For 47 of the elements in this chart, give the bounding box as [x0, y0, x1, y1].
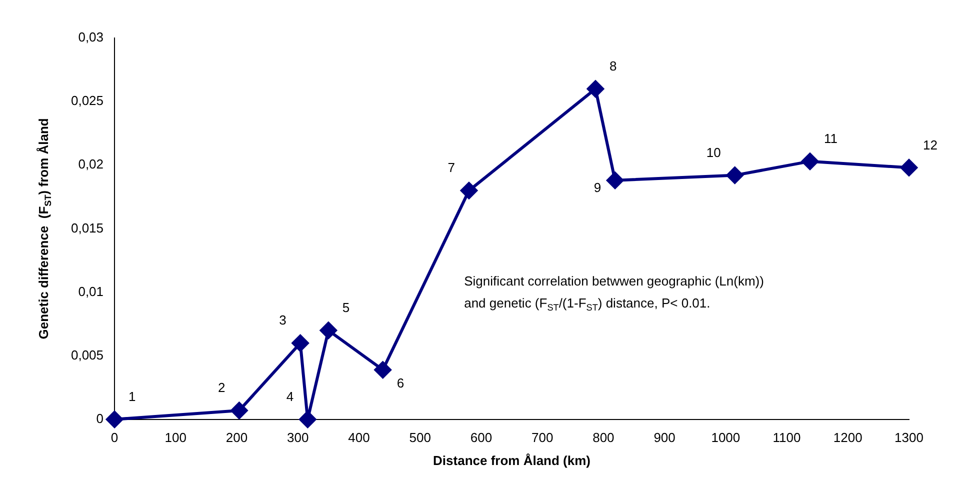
x-tick-label: 700	[531, 430, 554, 445]
y-tick-label: 0,03	[78, 30, 104, 45]
y-tick-label: 0,025	[70, 93, 104, 108]
x-tick-label: 400	[348, 430, 370, 445]
annotation: 6	[396, 375, 404, 390]
y-tick-label: 0,005	[70, 347, 104, 362]
point	[106, 410, 124, 428]
annotation: 9	[594, 180, 602, 195]
x-tick-label: 100	[164, 430, 186, 445]
x-tick-label: 300	[287, 430, 309, 445]
y-tick-label: 0,015	[70, 220, 104, 236]
y-tick-label: 0	[96, 410, 104, 426]
point	[586, 80, 604, 98]
annotation: 12	[923, 137, 938, 152]
x-tick-label: 1000	[711, 430, 740, 445]
x-tick-label: 200	[226, 430, 248, 445]
point	[801, 152, 818, 170]
x-tick-label: 500	[409, 430, 431, 445]
x-tick-label: 600	[470, 430, 492, 445]
annotation: 5	[342, 300, 350, 315]
point	[299, 410, 316, 428]
point	[374, 361, 392, 378]
y-axis-title: Genetic difference (FST) from Åland	[36, 118, 53, 340]
point	[900, 159, 918, 176]
x-axis-title: Distance from Åland (km)	[433, 452, 591, 468]
point	[460, 182, 478, 200]
annotation: 8	[609, 58, 617, 74]
y-tick-label: 0,02	[78, 156, 104, 172]
y-tick-label: 0,01	[78, 284, 104, 299]
x-tick-label: 1300	[894, 430, 924, 445]
annotation: 2	[218, 380, 226, 396]
point	[606, 172, 624, 189]
annotation: 7	[448, 160, 455, 176]
annotation: 11	[824, 130, 838, 146]
x-tick-label: 1200	[833, 430, 862, 445]
annotation: 3	[279, 312, 286, 328]
point	[320, 322, 337, 339]
point	[726, 166, 744, 184]
annotation: 10	[706, 144, 721, 160]
annotation: 1	[128, 388, 136, 404]
x-tick-label: 0	[110, 430, 118, 445]
point	[230, 402, 248, 419]
x-tick-label: 1100	[772, 430, 801, 445]
x-tick-label: 800	[592, 430, 614, 445]
point	[292, 334, 309, 352]
annotation: 4	[286, 388, 294, 404]
x-tick-label: 900	[654, 430, 676, 445]
